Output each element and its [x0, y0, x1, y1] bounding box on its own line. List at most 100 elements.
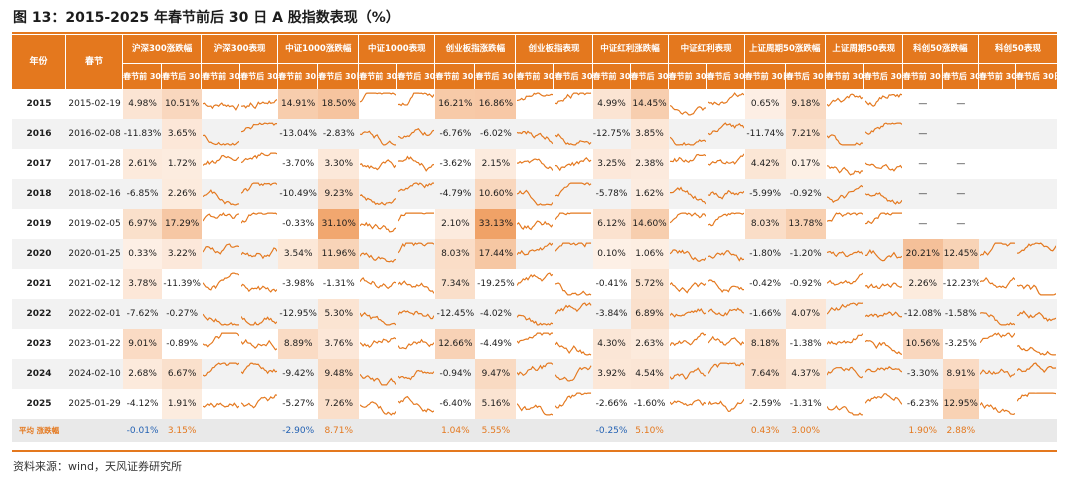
average-before-cell: -2.90% — [278, 419, 319, 442]
festival-date-cell: 2023-01-22 — [68, 339, 121, 349]
sparkline-before — [516, 179, 555, 209]
sparkline-after — [864, 149, 903, 179]
sparkline-before — [359, 239, 398, 269]
festival-date-cell: 2021-02-12 — [68, 279, 121, 289]
subheader-after: 春节后 30日 — [785, 63, 826, 89]
index-chg-header: 中证1000涨跌幅 — [278, 35, 360, 63]
sparkline-icon — [517, 189, 554, 206]
change-after-cell: -0.92% — [789, 279, 822, 289]
sparkline-before — [359, 269, 397, 299]
change-after-cell: -4.02% — [475, 299, 517, 329]
sparkline-after — [397, 119, 436, 149]
sparkline-after — [706, 179, 745, 209]
subheader-after: 春节后 30日 — [397, 63, 436, 89]
table-row: 2021 2021-02-12 3.78% -11.39% -3.98% -1.31% 7.… — [12, 269, 1057, 299]
change-before-cell: -6.40% — [439, 399, 472, 409]
sparkline-icon — [555, 156, 592, 172]
change-after-cell: 6.67% — [162, 359, 203, 389]
top-rule — [12, 32, 1057, 34]
change-before-cell: 9.01% — [123, 329, 163, 359]
change-before-cell: 2.61% — [123, 149, 163, 179]
change-after-cell: 10.60% — [475, 179, 517, 209]
change-before-cell: 2.26% — [902, 269, 943, 299]
sparkline-before — [978, 119, 1016, 149]
sparkline-before — [516, 269, 554, 299]
sparkline-icon — [826, 212, 863, 222]
change-before-cell: -2.66% — [595, 399, 628, 409]
sparkline-after — [1016, 389, 1057, 419]
change-before-cell: -5.27% — [282, 399, 315, 409]
change-after-cell: 3.76% — [318, 329, 360, 359]
average-spacer — [397, 419, 436, 442]
festival-date-cell: 2016-02-08 — [66, 119, 124, 149]
sparkline-icon — [555, 282, 592, 296]
sparkline-icon — [826, 250, 863, 258]
change-before-cell: -12.95% — [278, 299, 319, 329]
change-before-cell: -11.74% — [744, 119, 786, 149]
sparkline-before — [826, 269, 864, 299]
sparkline-icon — [517, 362, 554, 377]
sparkline-before — [202, 299, 241, 329]
index-chg-header: 创业板指涨跌幅 — [435, 35, 517, 63]
change-before-cell: -3.70% — [282, 159, 315, 169]
sparkline-before — [668, 299, 707, 329]
change-after-cell: -0.92% — [785, 179, 826, 209]
sparkline-icon — [864, 393, 902, 405]
change-after-cell: 14.60% — [630, 209, 669, 239]
sparkline-before — [516, 209, 554, 239]
sparkline-before — [359, 179, 398, 209]
sparkline-after — [1016, 149, 1057, 179]
change-before-cell: 16.21% — [435, 89, 476, 119]
subheader-after: 春节后 30日 — [240, 63, 279, 89]
change-before-cell: -13.04% — [278, 119, 319, 149]
change-after-cell: -1.31% — [789, 399, 822, 409]
change-before-cell: -9.42% — [278, 359, 319, 389]
sparkline-icon — [555, 92, 592, 105]
change-before-cell: 0.33% — [123, 239, 163, 269]
sparkline-icon — [203, 402, 240, 409]
sparkline-icon — [555, 392, 592, 409]
change-before-cell: 12.66% — [435, 329, 476, 359]
subheader-after: 春节后 30日 — [706, 63, 745, 89]
source-note: 资料来源：wind，天风证券研究所 — [13, 460, 183, 473]
sparkline-before — [978, 359, 1016, 389]
change-after-cell: 31.10% — [318, 209, 360, 239]
festival-header: 春节 — [66, 35, 124, 89]
change-before-cell: — — [902, 179, 943, 209]
sparkline-after — [863, 179, 903, 209]
average-spacer — [202, 419, 241, 442]
average-spacer — [1015, 419, 1057, 442]
change-before-cell: -10.49% — [278, 179, 319, 209]
change-after-cell: -0.89% — [166, 339, 199, 349]
subheader-before: 春节前 30日 — [123, 63, 163, 89]
change-before-cell: -4.79% — [435, 179, 476, 209]
change-before-cell: 2.68% — [123, 359, 163, 389]
sparkline-after — [554, 389, 592, 419]
change-before-cell: -0.33% — [282, 219, 315, 229]
subheader-after: 春节后 30日 — [863, 63, 903, 89]
sparkline-icon — [241, 212, 278, 224]
sparkline-after — [863, 119, 903, 149]
sparkline-icon — [360, 337, 397, 349]
index-perf-header: 创业板指表现 — [516, 35, 593, 63]
sparkline-icon — [826, 134, 863, 146]
table-row: 2024 2024-02-10 2.68% 6.67% -9.42% 9.48% -0.94… — [12, 359, 1057, 389]
sparkline-after — [1015, 299, 1057, 329]
average-spacer — [978, 419, 1016, 442]
year-cell: 2018 — [12, 179, 67, 209]
sparkline-icon — [517, 92, 554, 102]
change-after-cell: 14.45% — [630, 89, 669, 119]
sparkline-icon — [241, 98, 278, 110]
change-before-cell: 2.10% — [435, 209, 476, 239]
sparkline-before — [202, 239, 241, 269]
sparkline-icon — [360, 401, 397, 416]
subheader-after: 春节后 30日 — [554, 63, 593, 89]
change-after-cell: -11.39% — [163, 279, 201, 289]
sparkline-before — [979, 149, 1016, 179]
sparkline-after — [240, 149, 278, 179]
change-after-cell: 9.23% — [318, 179, 360, 209]
change-before-cell: -12.45% — [435, 299, 476, 329]
subheader-after: 春节后 30日 — [475, 63, 517, 89]
change-after-cell: 3.22% — [162, 239, 203, 269]
change-after-cell: 2.15% — [475, 149, 517, 179]
